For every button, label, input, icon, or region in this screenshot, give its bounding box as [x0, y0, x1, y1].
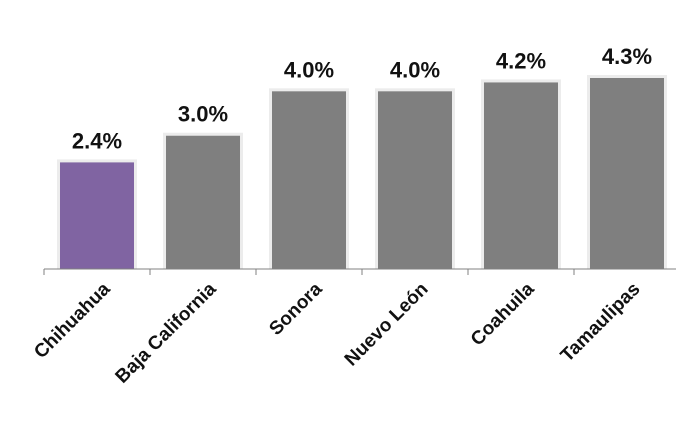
- x-tick-label: Chihuahua: [30, 278, 115, 363]
- value-label: 4.0%: [284, 57, 334, 82]
- x-tick-label: Baja California: [112, 278, 221, 387]
- bar-sonora: [272, 91, 346, 269]
- bar-tamaulipas: [590, 78, 664, 269]
- bars-group: [57, 75, 667, 269]
- value-labels-group: 2.4% 3.0% 4.0% 4.0% 4.2% 4.3%: [72, 44, 652, 153]
- bar-baja-california: [166, 135, 240, 269]
- value-label: 2.4%: [72, 128, 122, 153]
- bar-coahuila: [484, 82, 558, 269]
- value-label: 4.2%: [496, 48, 546, 73]
- value-label: 3.0%: [178, 102, 228, 127]
- x-tick-label: Nuevo León: [341, 279, 433, 371]
- value-label: 4.3%: [602, 44, 652, 69]
- bar-chihuahua: [60, 162, 134, 269]
- x-tick-label: Coahuila: [467, 278, 539, 350]
- x-axis: [43, 268, 676, 275]
- bar-nuevo-le-n: [378, 91, 452, 269]
- x-tick-label: Sonora: [265, 278, 326, 339]
- value-label: 4.0%: [390, 57, 440, 82]
- x-tick-label: Tamaulipas: [557, 279, 645, 367]
